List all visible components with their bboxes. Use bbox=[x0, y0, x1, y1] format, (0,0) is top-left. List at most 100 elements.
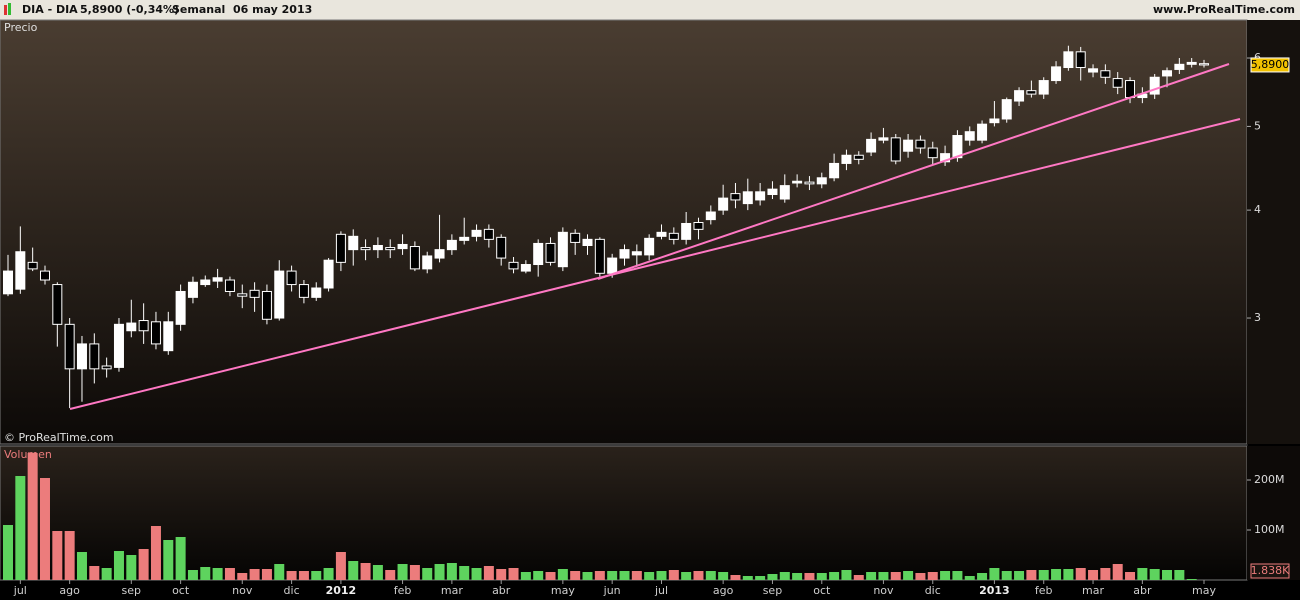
symbol: DIA - DIA bbox=[22, 3, 78, 16]
last-price-label: 5,8900 bbox=[1251, 58, 1290, 71]
volume-axis-area bbox=[1247, 446, 1300, 580]
panel-title: Precio bbox=[4, 21, 38, 34]
volume-bar bbox=[594, 571, 605, 580]
candle-body bbox=[397, 243, 408, 250]
candle-body bbox=[27, 261, 38, 270]
candle-body bbox=[977, 123, 988, 141]
candle-body bbox=[175, 290, 186, 325]
volume-bar bbox=[1014, 571, 1025, 580]
y-tick-label: 100M bbox=[1254, 523, 1285, 536]
price-axis-area bbox=[1247, 20, 1300, 444]
candle-body bbox=[15, 251, 26, 290]
period: Semanal 06 may 2013 bbox=[172, 3, 312, 16]
volume-bar bbox=[508, 568, 519, 580]
candle-body bbox=[1125, 80, 1136, 99]
y-tick-label: 5 bbox=[1254, 119, 1261, 132]
candle-body bbox=[446, 239, 457, 251]
volume-bar bbox=[853, 575, 864, 580]
candle-body bbox=[64, 323, 75, 370]
x-tick-label: sep bbox=[122, 584, 141, 597]
x-tick-label: jun bbox=[603, 584, 621, 597]
volume-bar bbox=[779, 572, 790, 580]
x-tick-label: ago bbox=[59, 584, 80, 597]
volume-bar bbox=[101, 568, 112, 580]
volume-bar bbox=[434, 564, 445, 580]
volume-bar bbox=[360, 563, 371, 580]
volume-panel bbox=[0, 445, 1248, 581]
volume-bar bbox=[730, 575, 741, 580]
candle-body bbox=[755, 191, 766, 201]
candle-body bbox=[1001, 99, 1012, 120]
x-tick-label: oct bbox=[172, 584, 190, 597]
volume-bar bbox=[1112, 564, 1123, 580]
candle-body bbox=[1038, 80, 1049, 95]
volume-bar bbox=[496, 569, 507, 580]
volume-bar bbox=[742, 576, 753, 580]
candle-body bbox=[952, 135, 963, 159]
candle-body bbox=[459, 236, 470, 241]
candle-body bbox=[212, 277, 223, 282]
last-volume-box bbox=[1250, 563, 1290, 579]
volume-bar bbox=[656, 571, 667, 580]
volume-bar bbox=[274, 564, 285, 580]
volume-bar bbox=[249, 569, 260, 580]
volume-bar bbox=[385, 570, 396, 580]
candle-body bbox=[545, 242, 556, 263]
x-tick-label: oct bbox=[813, 584, 831, 597]
candle-body bbox=[113, 323, 124, 368]
candle-body bbox=[372, 244, 383, 251]
x-tick-label: nov bbox=[232, 584, 253, 597]
volume-bar bbox=[989, 568, 1000, 580]
volume-bar bbox=[668, 570, 679, 580]
volume-bar bbox=[1137, 568, 1148, 580]
x-tick-label: jul bbox=[13, 584, 27, 597]
volume-bar bbox=[471, 568, 482, 580]
candle-body bbox=[1063, 51, 1074, 69]
candle-body bbox=[656, 231, 667, 237]
candle-body bbox=[693, 222, 704, 230]
candle-body bbox=[286, 270, 297, 286]
volume-bar bbox=[372, 565, 383, 580]
candle-body bbox=[249, 289, 260, 298]
x-tick-label: nov bbox=[873, 584, 894, 597]
volume-bar bbox=[915, 573, 926, 580]
trend-line bbox=[597, 63, 1230, 280]
candle-body bbox=[496, 236, 507, 259]
marks bbox=[3, 45, 1210, 580]
volume-bar bbox=[582, 572, 593, 580]
volume-bar bbox=[348, 561, 359, 580]
candle-body bbox=[335, 233, 346, 263]
candle-body bbox=[964, 131, 975, 141]
candle-body bbox=[1149, 76, 1160, 95]
volume-bar bbox=[212, 568, 223, 580]
volume-bar bbox=[570, 571, 581, 580]
volume-bar bbox=[311, 571, 322, 580]
last-volume-label: 1.838K bbox=[1251, 564, 1290, 577]
candle-body bbox=[903, 139, 914, 152]
candle-body bbox=[1186, 61, 1197, 65]
volume-bar bbox=[15, 476, 26, 580]
candle-body bbox=[274, 270, 285, 319]
candle-body bbox=[434, 249, 445, 259]
volume-bar bbox=[27, 453, 38, 580]
candle-body bbox=[890, 137, 901, 162]
icon bbox=[4, 5, 7, 15]
candle-body bbox=[1075, 51, 1086, 69]
volume-bar bbox=[422, 568, 433, 580]
volume-bar bbox=[977, 573, 988, 580]
candle-body bbox=[644, 237, 655, 256]
candle-body bbox=[829, 162, 840, 179]
candle-body bbox=[730, 193, 741, 201]
volume-bar bbox=[557, 569, 568, 580]
candle-body bbox=[557, 231, 568, 268]
candle-body bbox=[126, 322, 137, 332]
volume-bar bbox=[792, 573, 803, 580]
candle-body bbox=[39, 270, 50, 281]
x-tick-label: jul bbox=[654, 584, 668, 597]
site: www.ProRealTime.com bbox=[1153, 3, 1295, 16]
x-tick-label: mar bbox=[1082, 584, 1104, 597]
volume-bar bbox=[150, 526, 161, 580]
candle-body bbox=[989, 118, 1000, 124]
